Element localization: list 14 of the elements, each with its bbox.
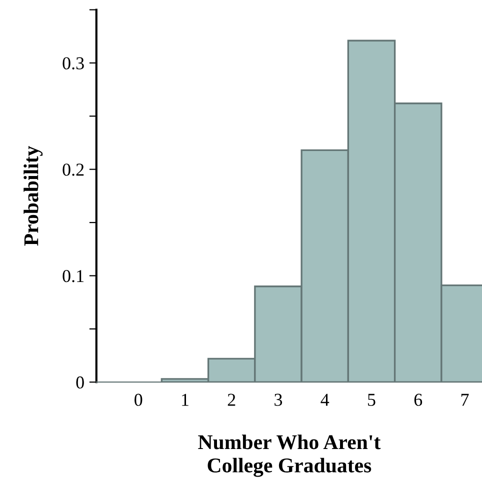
y-axis-title: Probability — [24, 146, 43, 246]
x-tick-label: 6 — [414, 394, 422, 406]
x-tick-label: 3 — [274, 394, 282, 406]
y-tick-label: 0.1 — [62, 270, 84, 282]
y-tick-label: 0 — [76, 376, 84, 389]
x-axis-title: Number Who Aren't College Graduates — [198, 434, 381, 477]
x-tick-label: 1 — [182, 394, 188, 406]
x-tick-label: 4 — [320, 394, 330, 406]
x-tick-label: 7 — [461, 394, 469, 406]
y-tick-label: 0.2 — [62, 164, 84, 176]
x-tick-label: 0 — [134, 394, 142, 406]
y-tick-label: 0.3 — [62, 57, 84, 70]
x-tick-label: 5 — [368, 394, 376, 406]
x-tick-label: 2 — [228, 394, 236, 406]
